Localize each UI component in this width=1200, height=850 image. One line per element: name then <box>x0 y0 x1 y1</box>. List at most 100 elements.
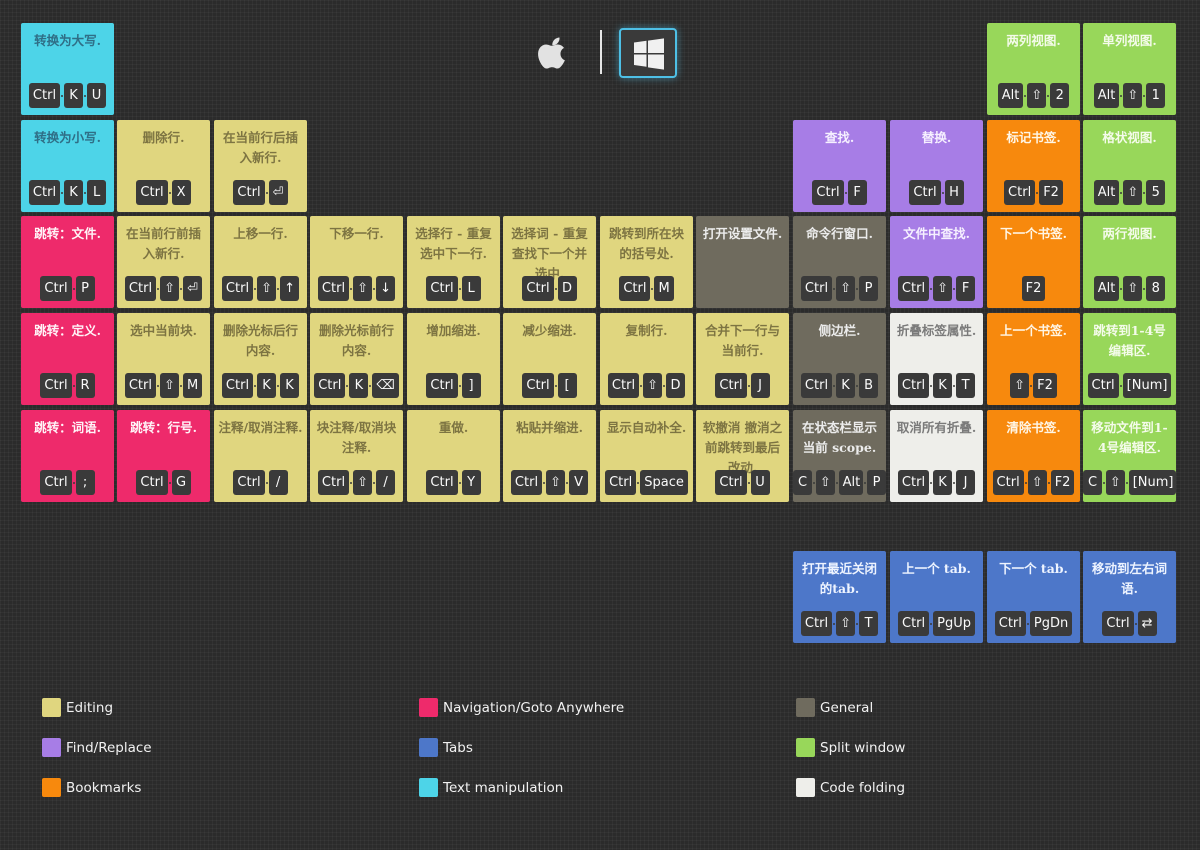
shortcut-tile-toggle-bookmark[interactable]: 标记书签. Ctrl F2 <box>987 120 1080 212</box>
keycap: B <box>859 373 879 398</box>
shortcut-tile-redo[interactable]: 重做. Ctrl Y <box>407 410 500 502</box>
keycap: ⇧ <box>353 470 373 495</box>
keycap: Ctrl <box>619 276 651 301</box>
shortcut-tile-select-block[interactable]: 选中当前块. Ctrl ⇧ M <box>117 313 210 405</box>
legend-swatch <box>419 778 438 797</box>
key-combo: Ctrl G <box>117 470 210 495</box>
shortcut-tile-prev-tab[interactable]: 上一个 tab. Ctrl PgUp <box>890 551 983 643</box>
key-combo: Ctrl J <box>696 373 789 398</box>
shortcut-tile-move-line-down[interactable]: 下移一行. Ctrl ⇧ ↓ <box>310 216 403 308</box>
key-combo: Ctrl ⇧ M <box>117 373 210 398</box>
shortcut-tile-duplicate-line[interactable]: 复制行. Ctrl ⇧ D <box>600 313 693 405</box>
shortcut-tile-to-upper[interactable]: 转换为大写. Ctrl K U <box>21 23 114 115</box>
key-combo: Ctrl K L <box>21 180 114 205</box>
shortcut-tile-command-palette[interactable]: 命令行窗口. Ctrl ⇧ P <box>793 216 886 308</box>
shortcut-tile-toggle-comment[interactable]: 注释/取消注释. Ctrl / <box>214 410 307 502</box>
shortcut-tile-open-settings[interactable]: 打开设置文件. <box>696 216 789 308</box>
shortcut-tile-reopen-closed-tab[interactable]: 打开最近关闭的tab. Ctrl ⇧ T <box>793 551 886 643</box>
shortcut-title: 文件中查找. <box>903 226 970 241</box>
shortcut-tile-split-single-column[interactable]: 单列视图. Alt ⇧ 1 <box>1083 23 1176 115</box>
legend-label: General <box>820 699 874 716</box>
shortcut-tile-next-bookmark[interactable]: 下一个书签. F2 <box>987 216 1080 308</box>
shortcut-tile-delete-to-eol[interactable]: 删除光标后行内容. Ctrl K K <box>214 313 307 405</box>
shortcut-tile-replace[interactable]: 替换. Ctrl H <box>890 120 983 212</box>
shortcut-tile-delete-line[interactable]: 删除行. Ctrl X <box>117 120 210 212</box>
keycap: PgDn <box>1029 611 1073 636</box>
shortcut-tile-toggle-block-comment[interactable]: 块注释/取消块注释. Ctrl ⇧ / <box>310 410 403 502</box>
keycap: ⇧ <box>160 276 180 301</box>
legend-swatch <box>419 698 438 717</box>
shortcut-tile-next-tab[interactable]: 下一个 tab. Ctrl PgDn <box>987 551 1080 643</box>
keycap: R <box>75 373 95 398</box>
shortcut-title: 删除光标后行内容. <box>222 323 298 358</box>
shortcut-title: 命令行窗口. <box>806 226 873 241</box>
keycap: Ctrl <box>317 276 350 301</box>
keycap: Ctrl <box>715 470 747 495</box>
legend-swatch <box>796 698 815 717</box>
shortcut-tile-move-line-up[interactable]: 上移一行. Ctrl ⇧ ↑ <box>214 216 307 308</box>
shortcut-tile-goto-symbol[interactable]: 跳转：词语. Ctrl; <box>21 410 114 502</box>
shortcut-title: 块注释/取消块注释. <box>316 420 397 455</box>
key-combo: Alt ⇧ 8 <box>1083 276 1176 301</box>
keycap: P <box>859 276 879 301</box>
keycap: Ctrl <box>426 470 458 495</box>
shortcut-tile-goto-bracket[interactable]: 跳转到所在块的括号处. Ctrl M <box>600 216 693 308</box>
key-combo: Ctrl L <box>407 276 500 301</box>
apple-icon[interactable] <box>536 35 570 71</box>
keycap: D <box>557 276 577 301</box>
shortcut-title: 移动文件到1-4号编辑区. <box>1091 420 1168 455</box>
shortcut-tile-unfold-all[interactable]: 取消所有折叠. Ctrl K J <box>890 410 983 502</box>
shortcut-tile-move-to-word[interactable]: 移动到左右词语. Ctrl ⇄ <box>1083 551 1176 643</box>
windows-platform-button[interactable] <box>619 28 677 78</box>
shortcut-tile-to-lower[interactable]: 转换为小写. Ctrl K L <box>21 120 114 212</box>
shortcut-tile-goto-line[interactable]: 跳转：行号. Ctrl G <box>117 410 210 502</box>
keycap: ⇄ <box>1137 611 1157 636</box>
shortcut-tile-clear-bookmarks[interactable]: 清除书签. Ctrl ⇧ F2 <box>987 410 1080 502</box>
shortcut-tile-goto-definition[interactable]: 跳转：定义. Ctrl R <box>21 313 114 405</box>
shortcut-title: 在状态栏显示当前 scope. <box>801 420 877 455</box>
keycap: Ctrl <box>897 470 930 495</box>
shortcut-tile-toggle-sidebar[interactable]: 侧边栏. Ctrl K B <box>793 313 886 405</box>
shortcut-tile-split-two-rows[interactable]: 两行视图. Alt ⇧ 8 <box>1083 216 1176 308</box>
key-combo: Ctrl; <box>21 470 114 495</box>
shortcut-tile-soft-undo[interactable]: 软撤消 撤消之前跳转到最后改动. Ctrl U <box>696 410 789 502</box>
keycap: Ctrl <box>40 276 72 301</box>
shortcut-tile-autocomplete[interactable]: 显示自动补全. Ctrl Space <box>600 410 693 502</box>
shortcut-tile-paste-indent[interactable]: 粘贴并缩进. Ctrl ⇧ V <box>503 410 596 502</box>
shortcut-tile-split-two-columns[interactable]: 两列视图. Alt ⇧ 2 <box>987 23 1080 115</box>
keycap: / <box>376 470 396 495</box>
shortcut-tile-join-lines[interactable]: 合并下一行与当前行. Ctrl J <box>696 313 789 405</box>
keycap: F2 <box>1021 276 1046 301</box>
shortcut-tile-delete-to-bol[interactable]: 删除光标前行内容. Ctrl K ⌫ <box>310 313 403 405</box>
shortcut-tile-select-line[interactable]: 选择行 - 重复选中下一行. Ctrl L <box>407 216 500 308</box>
shortcut-title: 单列视图. <box>1102 33 1157 48</box>
keycap: ⇧ <box>933 276 953 301</box>
key-combo: Ctrl ⏎ <box>214 180 307 205</box>
shortcut-tile-outdent[interactable]: 减少缩进. Ctrl[ <box>503 313 596 405</box>
shortcut-tile-insert-line-before[interactable]: 在当前行前插入新行. Ctrl ⇧ ⏎ <box>117 216 210 308</box>
keycap: Ctrl <box>317 470 350 495</box>
shortcut-tile-move-file-to-group[interactable]: 移动文件到1-4号编辑区. C ⇧ [Num] <box>1083 410 1176 502</box>
shortcut-tile-insert-line-after[interactable]: 在当前行后插入新行. Ctrl ⏎ <box>214 120 307 212</box>
keycap: T <box>859 611 879 636</box>
shortcut-tile-show-scope[interactable]: 在状态栏显示当前 scope. C ⇧ Alt P <box>793 410 886 502</box>
legend-item-find-replace: Find/Replace <box>42 738 152 757</box>
shortcut-tile-focus-group-1-4[interactable]: 跳转到1-4号编辑区. Ctrl [Num] <box>1083 313 1176 405</box>
shortcut-tile-split-grid[interactable]: 格状视图. Alt ⇧ 5 <box>1083 120 1176 212</box>
shortcut-title: 侧边栏. <box>818 323 861 338</box>
shortcut-title: 下移一行. <box>329 226 384 241</box>
shortcut-tile-goto-file[interactable]: 跳转：文件. Ctrl P <box>21 216 114 308</box>
shortcut-tile-select-word[interactable]: 选择词 - 重复查找下一个并选中. Ctrl D <box>503 216 596 308</box>
keycap: X <box>171 180 191 205</box>
shortcut-tile-prev-bookmark[interactable]: 上一个书签. ⇧ F2 <box>987 313 1080 405</box>
shortcut-tile-fold-tag-attributes[interactable]: 折叠标签属性. Ctrl K T <box>890 313 983 405</box>
shortcut-tile-indent[interactable]: 增加缩进. Ctrl] <box>407 313 500 405</box>
key-combo: Ctrl F2 <box>987 180 1080 205</box>
shortcut-tile-find[interactable]: 查找. Ctrl F <box>793 120 886 212</box>
shortcut-tile-find-in-files[interactable]: 文件中查找. Ctrl ⇧ F <box>890 216 983 308</box>
keycap: Ctrl <box>897 276 930 301</box>
key-separator <box>72 482 76 484</box>
keycap: 1 <box>1146 83 1166 108</box>
legend-label: Find/Replace <box>66 739 152 756</box>
keycap: Ctrl <box>221 373 254 398</box>
